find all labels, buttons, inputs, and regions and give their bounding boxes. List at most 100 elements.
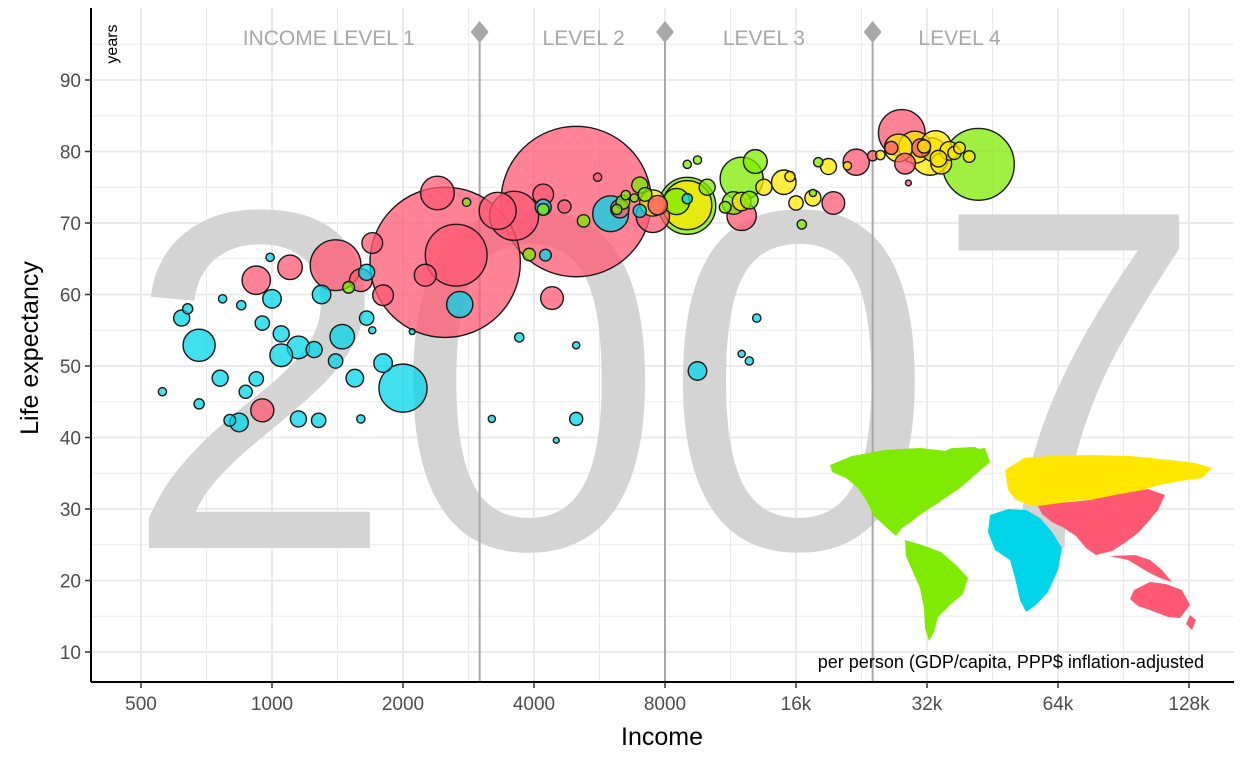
x-axis-title: Income <box>621 723 703 751</box>
africa-country-bubble <box>487 414 497 424</box>
europe-country-bubble <box>952 141 967 155</box>
asia-country-bubble <box>372 284 395 307</box>
africa-country-bubble <box>445 290 474 319</box>
y-tick-label: 80 <box>60 143 81 164</box>
europe-country-bubble <box>962 149 976 164</box>
asia-country-bubble <box>424 223 488 287</box>
asia-country-bubble <box>557 199 572 214</box>
x-tick-label: 8000 <box>644 694 686 715</box>
africa-country-bubble <box>538 248 553 262</box>
africa-country-bubble <box>327 353 344 369</box>
asia-country-bubble <box>592 172 603 183</box>
asia-country-bubble <box>250 398 275 423</box>
y-tick-label: 90 <box>60 71 81 92</box>
income-level-diamond-marker <box>656 21 674 43</box>
asia-continent-shape <box>1130 582 1190 618</box>
asia-continent-shape <box>1186 615 1196 630</box>
africa-country-bubble <box>751 313 762 323</box>
y-tick-label: 40 <box>60 429 81 450</box>
africa-continent-shape <box>988 509 1062 612</box>
asia-country-bubble <box>821 190 846 216</box>
africa-country-bubble <box>378 363 428 413</box>
africa-country-bubble <box>408 328 416 336</box>
income-level-label: LEVEL 2 <box>543 27 625 50</box>
asia-country-bubble <box>647 194 669 216</box>
americas-country-bubble <box>808 188 818 198</box>
africa-country-bubble <box>157 386 168 397</box>
africa-country-bubble <box>254 315 271 331</box>
income-level-diamond-marker <box>863 21 882 43</box>
europe-continent-shape <box>1005 455 1212 506</box>
x-tick-label: 4000 <box>513 694 555 715</box>
africa-country-bubble <box>632 203 648 219</box>
americas-country-bubble <box>611 203 623 216</box>
axes: 10 20 30 40 50 60 70 80 90 500 1000 2000 4000 8000 16k… <box>60 8 1234 715</box>
americas-country-bubble <box>637 186 653 202</box>
americas-country-bubble <box>692 155 703 165</box>
americas-continent-shape <box>935 447 985 474</box>
americas-country-bubble <box>796 219 808 230</box>
africa-country-bubble <box>737 349 746 359</box>
americas-country-bubble <box>739 190 759 210</box>
americas-country-bubble <box>536 202 550 216</box>
africa-country-bubble <box>235 299 247 311</box>
asia-country-bubble <box>478 191 517 231</box>
africa-country-bubble <box>265 252 275 263</box>
americas-country-bubble <box>342 280 356 294</box>
americas-country-bubble <box>682 159 693 170</box>
income-level-label: LEVEL 4 <box>918 27 1000 50</box>
chart-caption: per person (GDP/capita, PPP$ inflation-a… <box>818 652 1204 672</box>
europe-country-bubble <box>755 178 773 196</box>
africa-country-bubble <box>687 361 708 381</box>
africa-country-bubble <box>513 332 525 343</box>
x-tick-label: 64k <box>1043 694 1074 715</box>
y-tick-label: 30 <box>60 500 81 521</box>
income-level-markers: INCOME LEVEL 1 LEVEL 2 LEVEL 3 LEVEL 4 <box>243 21 1001 682</box>
y-tick-label: 70 <box>60 214 81 235</box>
income-level-label: INCOME LEVEL 1 <box>243 27 415 50</box>
asia-country-bubble <box>904 179 913 187</box>
africa-country-bubble <box>355 414 366 424</box>
africa-country-bubble <box>744 356 755 366</box>
africa-country-bubble <box>310 412 327 429</box>
americas-country-bubble <box>576 213 591 228</box>
income-level-label: LEVEL 3 <box>723 27 805 50</box>
y-tick-label: 50 <box>60 357 81 378</box>
africa-country-bubble <box>223 413 237 427</box>
asia-country-bubble <box>539 286 565 311</box>
y-tick-label: 60 <box>60 286 81 307</box>
europe-country-bubble <box>929 149 948 168</box>
bubbles <box>157 108 1016 444</box>
africa-country-bubble <box>181 303 194 315</box>
africa-country-bubble <box>262 288 282 309</box>
americas-country-bubble <box>718 200 732 214</box>
asia-country-bubble <box>309 239 362 292</box>
americas-continent-shape <box>905 540 968 641</box>
asia-country-bubble <box>361 231 384 255</box>
africa-country-bubble <box>357 263 376 282</box>
africa-country-bubble <box>552 436 560 444</box>
africa-country-bubble <box>289 410 308 428</box>
x-tick-label: 16k <box>781 694 812 715</box>
americas-country-bubble <box>522 247 537 262</box>
americas-country-bubble <box>629 193 640 203</box>
asia-country-bubble <box>277 254 303 281</box>
africa-country-bubble <box>345 368 365 388</box>
africa-country-bubble <box>568 411 584 427</box>
africa-country-bubble <box>305 340 323 359</box>
europe-country-bubble <box>916 139 932 154</box>
y-tick-label: 20 <box>60 572 81 593</box>
x-tick-label: 500 <box>125 694 157 715</box>
africa-country-bubble <box>311 284 332 305</box>
africa-country-bubble <box>217 293 228 304</box>
africa-country-bubble <box>193 398 205 410</box>
asia-country-bubble <box>241 265 272 296</box>
x-tick-label: 2000 <box>382 694 424 715</box>
americas-country-bubble <box>812 156 824 168</box>
europe-country-bubble <box>842 160 853 171</box>
y-axis-title: Life expectancy <box>16 261 44 435</box>
africa-country-bubble <box>211 369 229 387</box>
y-unit-label: years <box>104 24 121 63</box>
